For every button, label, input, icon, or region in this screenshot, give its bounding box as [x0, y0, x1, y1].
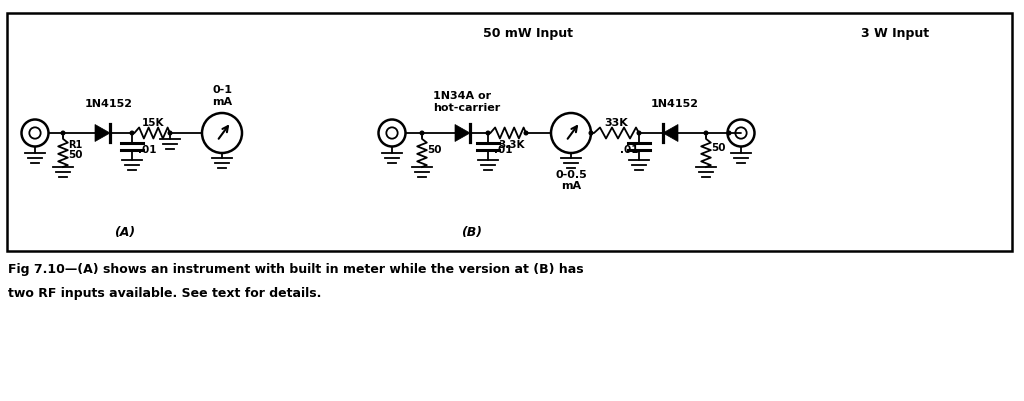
Text: 3 W Input: 3 W Input	[861, 27, 929, 40]
Text: 0-0.5: 0-0.5	[555, 170, 587, 180]
Text: 1N34A or: 1N34A or	[433, 91, 492, 101]
Circle shape	[637, 131, 641, 135]
Circle shape	[524, 131, 527, 135]
Text: two RF inputs available. See text for details.: two RF inputs available. See text for de…	[8, 287, 322, 300]
Polygon shape	[95, 124, 110, 142]
Polygon shape	[663, 124, 678, 142]
Text: 50 mW Input: 50 mW Input	[483, 27, 573, 40]
Text: 1N4152: 1N4152	[651, 99, 699, 109]
Circle shape	[420, 131, 424, 135]
Circle shape	[727, 131, 731, 135]
Circle shape	[61, 131, 65, 135]
Circle shape	[486, 131, 489, 135]
Text: 33K: 33K	[604, 118, 628, 128]
Circle shape	[168, 131, 172, 135]
FancyBboxPatch shape	[7, 13, 1012, 251]
Circle shape	[589, 131, 593, 135]
Text: hot-carrier: hot-carrier	[433, 103, 501, 113]
Text: (A): (A)	[115, 226, 135, 239]
Text: .01: .01	[620, 145, 639, 155]
Text: (B): (B)	[462, 226, 482, 239]
Text: 1N4152: 1N4152	[85, 99, 133, 109]
Polygon shape	[455, 124, 470, 142]
Circle shape	[705, 131, 708, 135]
Text: Fig 7.10—(A) shows an instrument with built in meter while the version at (B) ha: Fig 7.10—(A) shows an instrument with bu…	[8, 263, 584, 276]
Text: 15K: 15K	[142, 118, 165, 128]
Text: .01: .01	[494, 145, 512, 155]
Text: .01: .01	[138, 145, 157, 155]
Text: 50: 50	[68, 150, 83, 160]
Text: 50: 50	[427, 145, 441, 155]
Text: mA: mA	[561, 181, 581, 191]
Text: 3.3K: 3.3K	[498, 140, 524, 150]
Text: R1: R1	[68, 140, 82, 150]
Text: 50: 50	[711, 143, 725, 153]
Circle shape	[130, 131, 134, 135]
Text: 0-1
mA: 0-1 mA	[212, 85, 232, 107]
